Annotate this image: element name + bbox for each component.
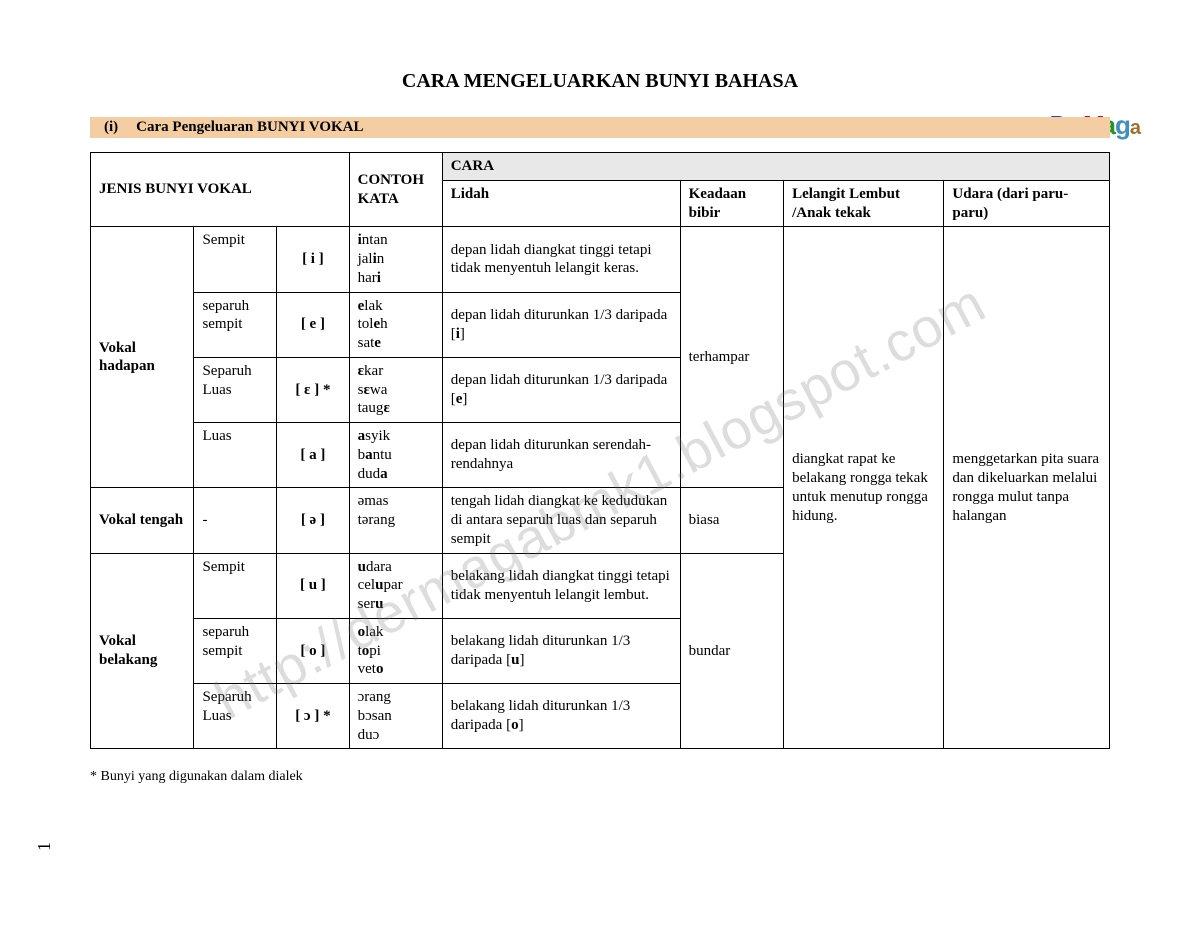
group-hadapan: Vokal hadapan <box>91 227 194 488</box>
lidah: belakang lidah diturunkan 1/3 daripada [… <box>442 618 680 683</box>
kata: elaktolehsate <box>349 292 442 357</box>
hdr-contoh: CONTOH KATA <box>349 153 442 227</box>
kata: ɔrangbɔsanduɔ <box>349 684 442 749</box>
lidah: depan lidah diturunkan 1/3 daripada [e] <box>442 357 680 422</box>
sub: separuh sempit <box>194 618 277 683</box>
lelangit: diangkat rapat ke belakang rongga tekak … <box>784 227 944 749</box>
hdr-cara: CARA <box>442 153 1109 181</box>
kata: asyikbantududa <box>349 423 442 488</box>
sub: - <box>194 488 277 553</box>
kata: əmastərang <box>349 488 442 553</box>
symbol: [ a ] <box>277 423 349 488</box>
lidah: belakang lidah diangkat tinggi tetapi ti… <box>442 553 680 618</box>
section-heading: (i) Cara Pengeluaran BUNYI VOKAL <box>90 117 1110 138</box>
footnote: * Bunyi yang digunakan dalam dialek <box>90 769 1110 785</box>
symbol: [ e ] <box>277 292 349 357</box>
page-title: CARA MENGELUARKAN BUNYI BAHASA <box>90 70 1110 93</box>
section-text: Cara Pengeluaran BUNYI VOKAL <box>136 119 363 136</box>
kata: intanjalinhari <box>349 227 442 292</box>
group-belakang: Vokal belakang <box>91 553 194 749</box>
sub: separuh sempit <box>194 292 277 357</box>
symbol: [ o ] <box>277 618 349 683</box>
bibir-tengah: biasa <box>680 488 783 553</box>
group-tengah: Vokal tengah <box>91 488 194 553</box>
symbol: [ u ] <box>277 553 349 618</box>
hdr-lidah: Lidah <box>442 180 680 227</box>
symbol: [ i ] <box>277 227 349 292</box>
bibir-belakang: bundar <box>680 553 783 749</box>
vokal-table: JENIS BUNYI VOKAL CONTOH KATA CARA Lidah… <box>90 152 1110 749</box>
hdr-jenis: JENIS BUNYI VOKAL <box>91 153 350 227</box>
kata: udaraceluparseru <box>349 553 442 618</box>
lidah: belakang lidah diturunkan 1/3 daripada [… <box>442 684 680 749</box>
sub: Sempit <box>194 553 277 618</box>
section-number: (i) <box>104 119 118 136</box>
lidah: depan lidah diturunkan 1/3 daripada [i] <box>442 292 680 357</box>
lidah: tengah lidah diangkat ke kedudukan di an… <box>442 488 680 553</box>
sub: Sempit <box>194 227 277 292</box>
sub: Separuh Luas <box>194 357 277 422</box>
hdr-bibir: Keadaan bibir <box>680 180 783 227</box>
symbol: [ ɔ ] * <box>277 684 349 749</box>
bibir-hadapan: terhampar <box>680 227 783 488</box>
kata: olaktopiveto <box>349 618 442 683</box>
page-number: 1 <box>34 842 55 851</box>
sub: Luas <box>194 423 277 488</box>
udara: menggetarkan pita suara dan dikeluarkan … <box>944 227 1110 749</box>
hdr-udara: Udara (dari paru-paru) <box>944 180 1110 227</box>
lidah: depan lidah diangkat tinggi tetapi tidak… <box>442 227 680 292</box>
kata: ɛkarsɛwataugɛ <box>349 357 442 422</box>
lidah: depan lidah diturunkan serendah-rendahny… <box>442 423 680 488</box>
symbol: [ ə ] <box>277 488 349 553</box>
sub: Separuh Luas <box>194 684 277 749</box>
symbol: [ ɛ ] * <box>277 357 349 422</box>
hdr-lelangit: Lelangit Lembut /Anak tekak <box>784 180 944 227</box>
